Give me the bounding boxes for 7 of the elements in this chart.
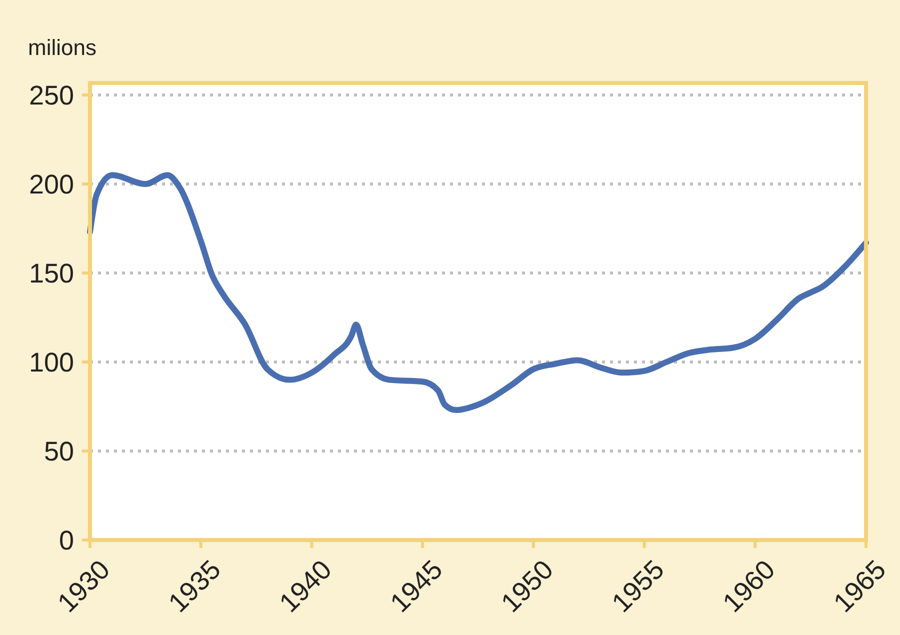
- y-tick-label: 100: [28, 347, 74, 378]
- y-tick-label: 150: [28, 258, 74, 288]
- y-tick-label: 200: [28, 169, 74, 200]
- y-axis-title: milions: [28, 35, 96, 60]
- y-tick-label: 250: [28, 80, 74, 110]
- y-tick-label: 0: [58, 525, 74, 556]
- y-tick-label: 50: [44, 436, 74, 466]
